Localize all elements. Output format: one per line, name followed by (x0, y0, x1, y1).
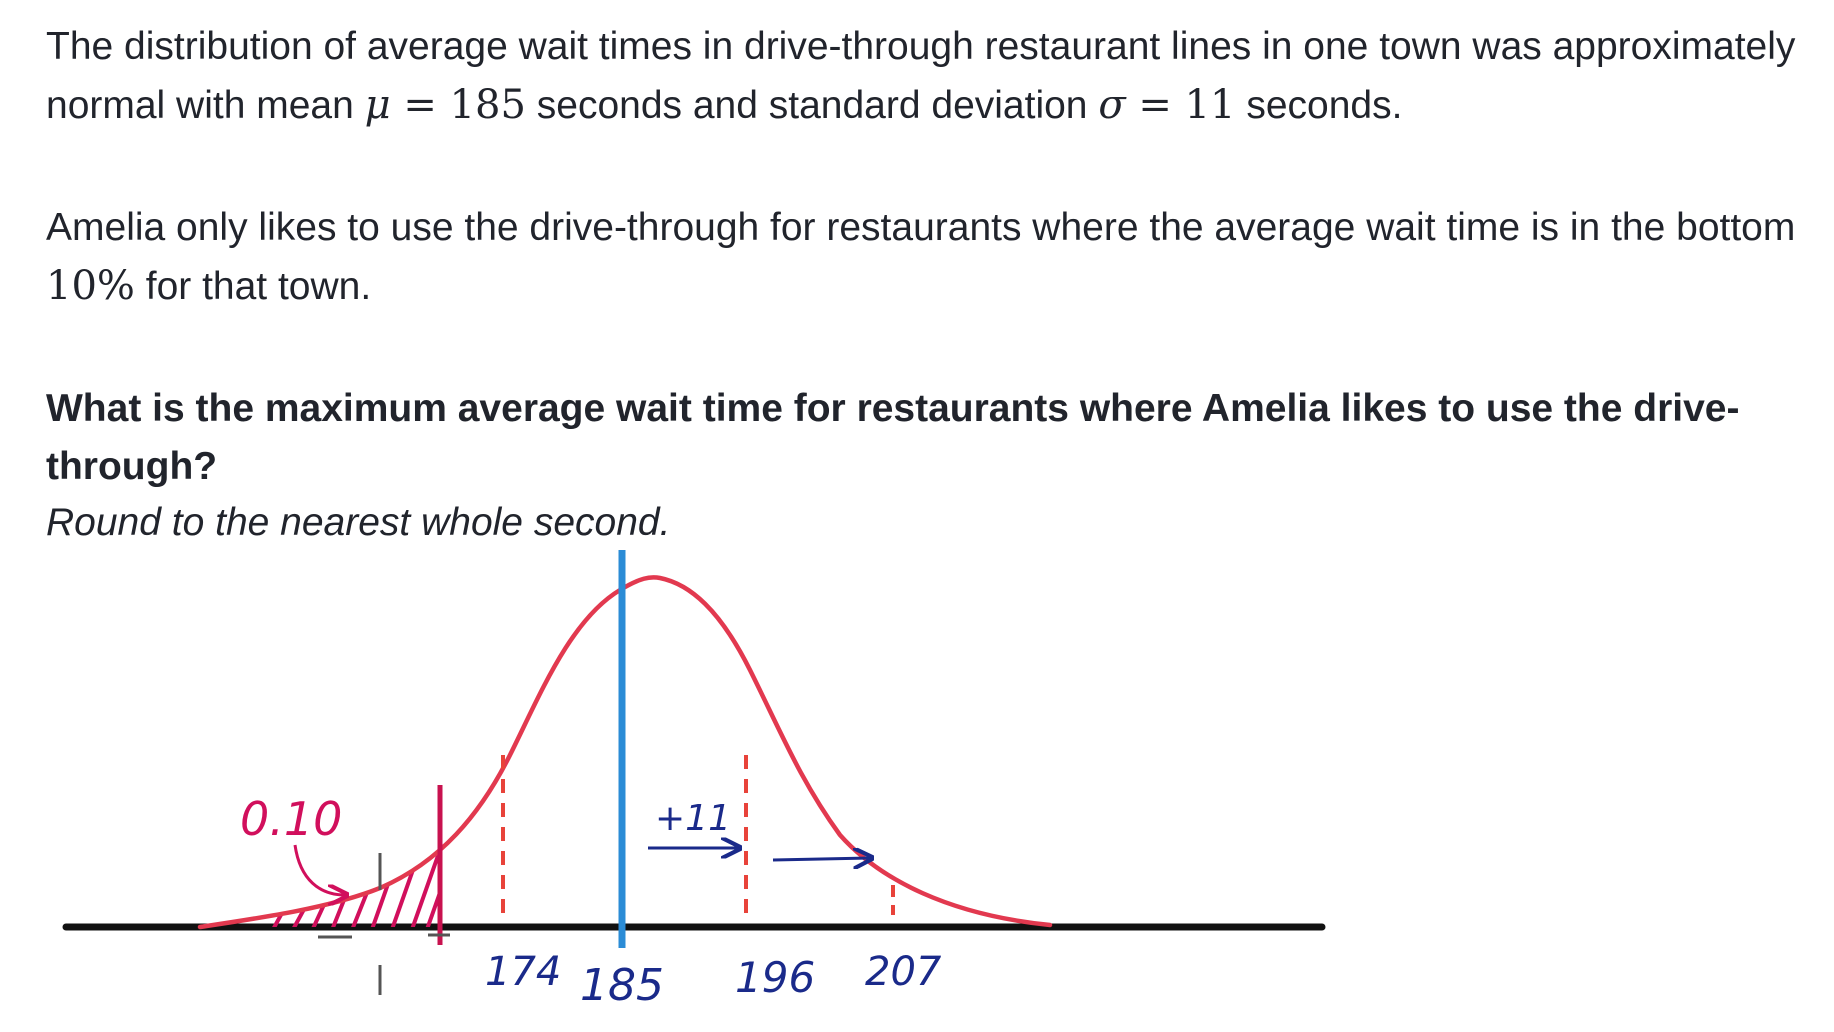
tail-area-label: 0.10 (240, 792, 342, 846)
question-text: What is the maximum average wait time fo… (46, 387, 1740, 488)
problem-paragraph-1: The distribution of average wait times i… (46, 18, 1826, 135)
rounding-hint: Round to the nearest whole second. (46, 501, 671, 544)
tick-label-196: 196 (735, 953, 815, 1002)
p1-text-c: seconds. (1235, 84, 1403, 127)
p2-text-a: Amelia only likes to use the drive-throu… (46, 206, 1796, 249)
tick-label-207: 207 (865, 949, 942, 995)
step-label: +11 (655, 798, 731, 839)
eraser-marks (318, 853, 450, 995)
problem-statement: The distribution of average wait times i… (46, 18, 1826, 552)
mean-equation: = 185 (390, 82, 526, 128)
tick-label-185: 185 (580, 960, 664, 1011)
p1-text-a: The distribution of average wait times i… (46, 25, 1796, 127)
problem-paragraph-2: Amelia only likes to use the drive-throu… (46, 199, 1826, 316)
sd-equation: = 11 (1125, 82, 1236, 128)
normal-curve-sketch: +11 0.10 174 185 196 207 (62, 550, 1326, 1011)
normal-curve (197, 575, 1053, 930)
p2-text-b: for that town. (134, 265, 372, 308)
percent-value: 10% (46, 263, 135, 309)
tail-area-pointer (293, 844, 345, 895)
p1-text-b: seconds and standard deviation (525, 84, 1099, 127)
mu-symbol: μ (364, 82, 391, 128)
sigma-symbol: σ (1098, 82, 1126, 128)
step-arrow-2 (772, 858, 870, 860)
tick-label-174: 174 (485, 949, 561, 995)
